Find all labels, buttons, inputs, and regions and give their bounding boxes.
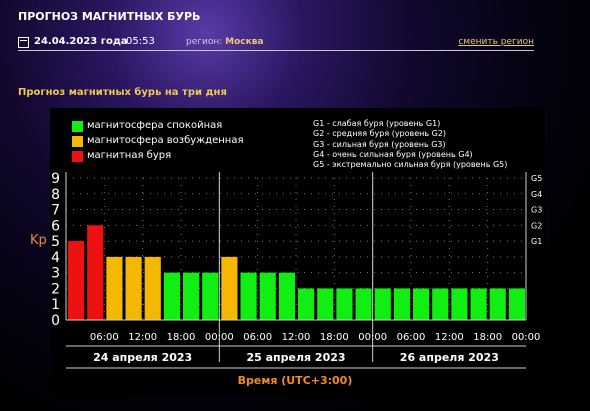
region-value: Москва [225, 37, 264, 47]
change-region-link[interactable]: сменить регион [458, 37, 534, 47]
y-tick-label: 1 [51, 297, 60, 313]
kp-bar [470, 288, 487, 320]
legend-swatch-excited [72, 136, 83, 147]
y-tick-label: 6 [51, 218, 60, 234]
day-label: 26 апреля 2023 [400, 351, 499, 364]
legend-swatch-calm [72, 121, 83, 132]
kp-bar [374, 288, 391, 320]
y-tick-label: 8 [51, 187, 60, 203]
legend-swatch-storm [72, 151, 83, 162]
kp-bar [336, 288, 353, 320]
region-label: регион: [186, 37, 223, 47]
kp-bar [413, 288, 430, 320]
page-title: ПРОГНОЗ МАГНИТНЫХ БУРЬ [18, 10, 201, 23]
kp-bar [317, 288, 334, 320]
y-tick-label: 3 [51, 266, 60, 282]
x-tick-label: 12:00 [435, 332, 464, 343]
g-level-tick-label: G5 [531, 174, 542, 183]
y-tick-label: 9 [51, 171, 60, 187]
kp-bar [278, 272, 295, 320]
calendar-icon [18, 37, 29, 48]
region: регион: Москва [186, 37, 264, 47]
y-tick-label: 2 [51, 281, 60, 297]
kp-bar [221, 256, 238, 320]
g-legend-item: G4 - очень сильная буря (уровень G4) [313, 149, 473, 159]
y-tick-label: 5 [51, 234, 60, 250]
kp-bar [202, 272, 219, 320]
kp-bar [87, 225, 104, 320]
g-legend-item: G1 - слабая буря (уровень G1) [313, 119, 441, 128]
kp-bar [106, 256, 123, 320]
g-level-legend: G1 - слабая буря (уровень G1) G2 - средн… [313, 119, 507, 170]
chart-panel [50, 108, 545, 398]
kp-bar [355, 288, 372, 320]
g-level-tick-label: G1 [531, 237, 542, 246]
legend-label-excited: магнитосфера возбужденная [87, 135, 244, 146]
x-tick-label: 00:00 [205, 332, 234, 343]
x-tick-label: 06:00 [243, 332, 272, 343]
x-tick-label: 06:00 [90, 332, 119, 343]
current-time: 05:53 [126, 36, 155, 47]
x-tick-label: 12:00 [128, 332, 157, 343]
kp-bar [259, 272, 276, 320]
day-label: 24 апреля 2023 [93, 351, 192, 364]
kp-bar [432, 288, 449, 320]
g-legend-item: G5 - экстремально сильная буря (уровень … [313, 160, 508, 170]
legend-label-calm: магнитосфера спокойная [87, 120, 223, 131]
kp-bar [144, 256, 161, 320]
kp-bar [68, 241, 85, 320]
legend-label-storm: магнитная буря [87, 150, 172, 161]
kp-bar [163, 272, 180, 320]
section-title: Прогноз магнитных бурь на три дня [18, 87, 227, 98]
x-axis-title: Время (UTC+3:00) [237, 374, 353, 387]
kp-bar [298, 288, 315, 320]
x-tick-label: 12:00 [282, 332, 311, 343]
x-tick-label: 18:00 [473, 332, 502, 343]
current-date: 24.04.2023 года [34, 36, 128, 47]
g-legend-item: G2 - средняя буря (уровень G2) [313, 129, 447, 139]
kp-bar [393, 288, 410, 320]
y-tick-label: 0 [51, 313, 60, 329]
kp-bar [183, 272, 200, 320]
g-level-tick-label: G3 [531, 206, 542, 215]
g-legend-item: G3 - сильная буря (уровень G3) [313, 139, 446, 149]
date-bar: 24.04.2023 года 05:53 регион: Москва сме… [18, 36, 534, 51]
x-tick-label: 18:00 [167, 332, 196, 343]
kp-bar [125, 256, 142, 320]
x-tick-label: 00:00 [358, 332, 387, 343]
kp-bar [489, 288, 506, 320]
x-tick-label: 00:00 [512, 332, 541, 343]
x-tick-label: 06:00 [397, 332, 426, 343]
g-level-tick-label: G2 [531, 221, 542, 230]
day-label: 25 апреля 2023 [246, 351, 345, 364]
g-level-tick-label: G4 [531, 190, 542, 199]
kp-bar [508, 288, 525, 320]
y-tick-label: 7 [51, 203, 60, 219]
y-axis-label: Kp [30, 233, 47, 248]
kp-bar [240, 272, 257, 320]
y-tick-label: 4 [51, 250, 60, 266]
kp-bar [451, 288, 468, 320]
x-tick-label: 18:00 [320, 332, 349, 343]
